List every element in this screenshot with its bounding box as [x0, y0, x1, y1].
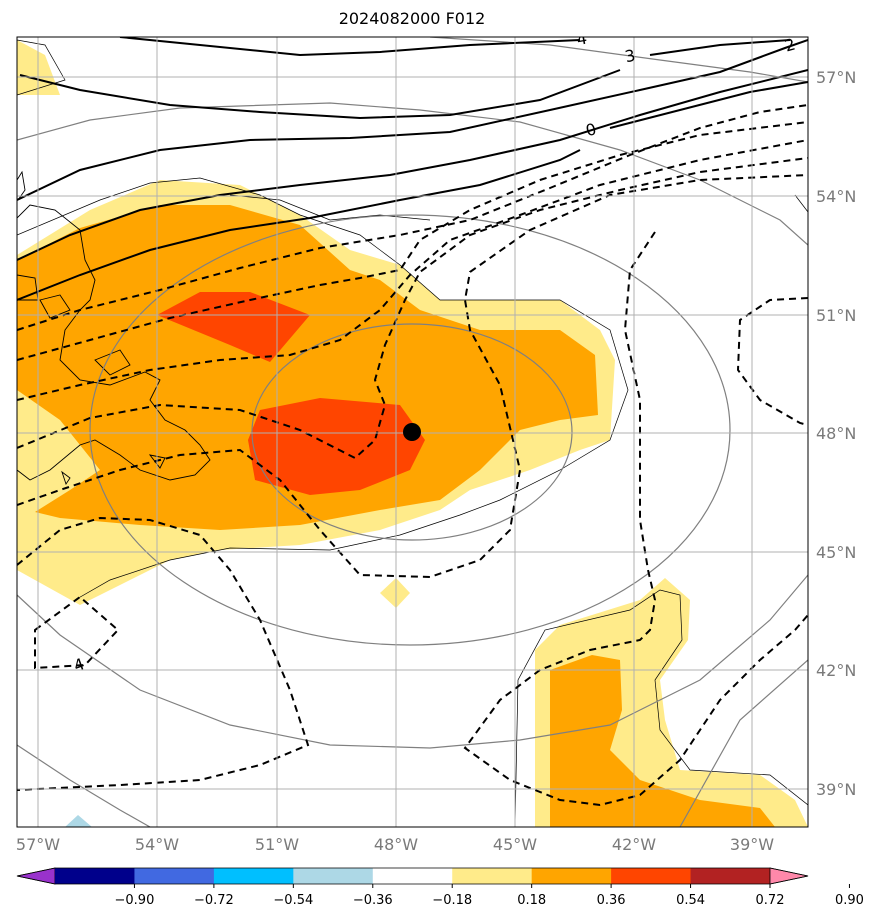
colorbar-segment — [213, 868, 294, 884]
contour-label-2: 2 — [783, 35, 798, 56]
gray-ring-outer-top — [17, 102, 808, 246]
colorbar-tick-label: −0.90 — [115, 893, 155, 908]
colorbar-segment — [531, 868, 612, 884]
dashed-contour-small — [34, 595, 120, 670]
lat-label-54: 54°N — [816, 187, 856, 206]
colorbar-segment — [372, 868, 453, 884]
contour-label-4-bottom: 4 — [71, 654, 87, 675]
lat-label-48: 48°N — [816, 424, 856, 443]
colorbar-tick-label: 0.36 — [597, 893, 626, 908]
colorbar-tick-label: 0.54 — [676, 893, 705, 908]
contour-0 — [17, 149, 581, 301]
gray-line-bottom — [17, 744, 151, 827]
contour-4 — [119, 37, 581, 57]
map-title: 2024082000 F012 — [338, 9, 486, 28]
colorbar-tick-label: 0.18 — [517, 893, 546, 908]
lat-label-51: 51°N — [816, 306, 856, 325]
lon-label-39: 39°W — [730, 835, 774, 854]
contour-label-3: 3 — [623, 46, 637, 67]
lat-label-39: 39°N — [816, 780, 856, 799]
dashed-contour-low — [17, 157, 808, 460]
map-plot-area: 4 3 2 0 4 — [17, 29, 808, 827]
map-frame — [16, 36, 809, 828]
low-center-dot — [403, 423, 421, 441]
fill-orange-main — [17, 205, 598, 530]
lat-label-42: 42°N — [816, 661, 856, 680]
contour-3-right — [649, 39, 791, 56]
colorbar-segment — [134, 868, 215, 884]
gray-ring-middle — [89, 214, 731, 646]
colorbar: −0.90 −0.72 −0.54 −0.36 −0.18 0.18 0.36 0.54 0.7… — [16, 867, 864, 908]
dashed-contour-west — [17, 516, 310, 791]
fill-yellow-small — [380, 578, 410, 608]
colorbar-segment — [690, 868, 771, 884]
lon-label-42: 42°W — [612, 835, 656, 854]
lon-label-57: 57°W — [16, 835, 60, 854]
solid-contour-layer — [17, 37, 808, 301]
colorbar-tick-label: 0.72 — [756, 893, 785, 908]
colorbar-segment — [611, 868, 692, 884]
gray-ring-outer — [17, 574, 808, 749]
lon-label-51: 51°W — [255, 835, 299, 854]
fill-orange-southeast — [550, 655, 775, 827]
dashed-contour-layer — [17, 104, 808, 807]
thin-contour-upper — [229, 194, 431, 221]
colorbar-extend-low — [16, 867, 56, 885]
fill-red-north — [157, 292, 310, 362]
thin-contour-southeast — [514, 589, 808, 827]
coastline-island-1 — [61, 470, 71, 486]
contour-3-left — [19, 69, 621, 120]
contour-1 — [17, 69, 808, 261]
gray-line-bottom-right — [679, 659, 808, 827]
dashed-contour-2 — [17, 121, 808, 361]
shaded-field-layer — [17, 40, 808, 827]
gray-ring-inner — [251, 323, 573, 541]
lon-label-54: 54°W — [135, 835, 179, 854]
colorbar-tick-label: −0.72 — [194, 893, 234, 908]
dashed-contour-3 — [17, 139, 808, 401]
colorbar-tick-label: 0.90 — [835, 893, 864, 908]
colorbar-tick-label: −0.36 — [353, 893, 393, 908]
colorbar-segment — [293, 868, 374, 884]
lat-label-57: 57°N — [816, 68, 856, 87]
contour-label-0: 0 — [584, 119, 599, 140]
lon-label-45: 45°W — [493, 835, 537, 854]
colorbar-segment — [452, 868, 533, 884]
latitude-labels: 57°N 54°N 51°N 48°N 45°N 42°N 39°N — [816, 68, 856, 799]
coastline-bay-inlet-2 — [39, 294, 71, 319]
lat-label-45: 45°N — [816, 543, 856, 562]
lon-label-48: 48°W — [374, 835, 418, 854]
thin-contour-east-edge — [794, 194, 808, 213]
contour-label-4-top: 4 — [575, 29, 588, 49]
contour-label-layer: 4 3 2 0 4 — [71, 29, 798, 676]
gray-contour-layer — [17, 37, 808, 827]
colorbar-segment — [55, 868, 135, 884]
contour-2 — [17, 39, 808, 201]
coastline-newfoundland — [17, 204, 211, 481]
longitude-labels: 57°W 54°W 51°W 48°W 45°W 42°W 39°W — [16, 835, 774, 854]
dashed-contour-1 — [17, 104, 808, 331]
coastline-labrador-2 — [17, 274, 39, 301]
thin-contour-northwest — [17, 39, 66, 96]
colorbar-extend-high — [769, 867, 809, 885]
colorbar-tick-label: −0.54 — [273, 893, 313, 908]
contour-0-right — [609, 81, 808, 129]
graticule-layer — [17, 37, 808, 827]
dashed-contour-far-east — [736, 297, 808, 426]
colorbar-outline — [16, 867, 809, 885]
thin-contour-main — [17, 177, 629, 601]
coastline-labrador — [17, 170, 26, 201]
thin-contour-layer — [17, 39, 808, 827]
fill-lightblue-bottom — [65, 815, 92, 827]
colorbar-tick-label: −0.18 — [432, 893, 472, 908]
dashed-contour-ring — [17, 174, 808, 579]
